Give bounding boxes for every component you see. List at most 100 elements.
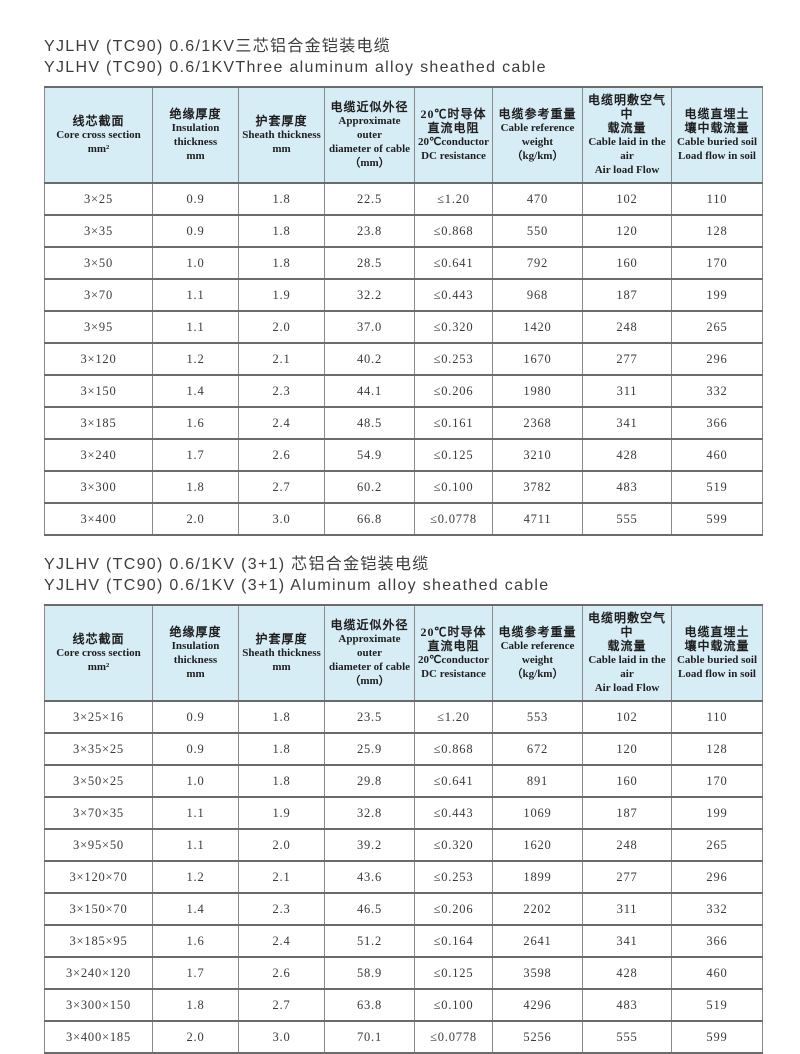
table-cell: 0.9 [152,182,239,216]
table-cell: 1.2 [152,342,239,376]
table-cell: ≤0.868 [414,214,493,248]
table-cell: 3×95 [44,310,153,344]
column-header-line: 电缆明敷空气中 [587,611,666,639]
column-header-line: 线芯截面 [72,114,125,128]
table-cell: 128 [671,214,763,248]
spec-table-1-header: 线芯截面 Core cross section mm² 绝缘厚度 Insulation t… [44,86,763,184]
table-cell: 1.8 [238,700,325,734]
table-row: 3×400 2.0 3.0 66.8 ≤0.0778 4711 555 599 [44,502,763,536]
table-cell: 460 [671,438,763,472]
table-cell: 60.2 [324,470,415,504]
table-cell: 70.1 [324,1020,415,1054]
column-header-sheath-thickness: 护套厚度 Sheath thickness mm [238,86,325,184]
table-row: 3×25×16 0.9 1.8 23.5 ≤1.20 553 102 110 [44,700,763,734]
column-header-line: 线芯截面 [72,632,125,646]
column-header-core-cross-section: 线芯截面 Core cross section mm² [44,604,153,702]
table1-title-block: YJLHV (TC90) 0.6/1KV三芯铝合金铠装电缆 YJLHV (TC9… [44,36,762,78]
table-cell: ≤0.868 [414,732,493,766]
table-cell: 1899 [492,860,583,894]
table-cell: 3×185 [44,406,153,440]
table-row: 3×25 0.9 1.8 22.5 ≤1.20 470 102 110 [44,182,763,216]
column-header-line: weight [521,654,554,666]
table-cell: 37.0 [324,310,415,344]
table-cell: 1.1 [152,796,239,830]
table-cell: 1.0 [152,246,239,280]
table-row: 3×70×35 1.1 1.9 32.8 ≤0.443 1069 187 199 [44,796,763,830]
table-cell: 0.9 [152,732,239,766]
table-cell: 1420 [492,310,583,344]
table-cell: 1.0 [152,764,239,798]
spec-table-2-body: 3×25×16 0.9 1.8 23.5 ≤1.20 553 102 110 3×35×25 0.… [44,700,763,1054]
table-cell: 1.8 [152,988,239,1022]
header-row: 线芯截面 Core cross section mm² 绝缘厚度 Insulation t… [44,604,763,702]
table-cell: 3×120×70 [44,860,153,894]
column-header-line: Insulation [171,640,220,652]
column-header-line: 护套厚度 [255,114,308,128]
column-header-line: weight [521,136,554,148]
table-cell: ≤0.206 [414,374,493,408]
table-cell: 555 [582,1020,672,1054]
table-cell: 483 [582,470,672,504]
column-header-line: thickness [173,654,218,666]
table-cell: ≤1.20 [414,182,493,216]
table-cell: 470 [492,182,583,216]
table-cell: 1.8 [238,182,325,216]
table1-title-zh: YJLHV (TC90) 0.6/1KV三芯铝合金铠装电缆 [44,38,392,55]
table-cell: 58.9 [324,956,415,990]
table-cell: 2.6 [238,956,325,990]
table-row: 3×70 1.1 1.9 32.2 ≤0.443 968 187 199 [44,278,763,312]
table-cell: 2.0 [152,502,239,536]
table-row: 3×300×150 1.8 2.7 63.8 ≤0.100 4296 483 519 [44,988,763,1022]
table-cell: 2368 [492,406,583,440]
table-row: 3×35×25 0.9 1.8 25.9 ≤0.868 672 120 128 [44,732,763,766]
table-cell: 170 [671,246,763,280]
column-header-line: Load flow in soil [678,150,756,162]
column-header-line: （kg/km） [511,668,564,680]
table-cell: 428 [582,956,672,990]
table-cell: 160 [582,246,672,280]
column-header-line: 20℃时导体 [420,625,487,639]
table-cell: 22.5 [324,182,415,216]
table-cell: 3×35×25 [44,732,153,766]
column-header-buried-load-flow: 电缆直埋土 壤中载流量 Cable buried soil Load flow in … [671,604,763,702]
table-cell: 3×300 [44,470,153,504]
table-row: 3×150×70 1.4 2.3 46.5 ≤0.206 2202 311 332 [44,892,763,926]
table-cell: ≤0.641 [414,764,493,798]
spec-table-2: 线芯截面 Core cross section mm² 绝缘厚度 Insulation t… [44,604,763,1054]
table-cell: 2.0 [152,1020,239,1054]
table-cell: 63.8 [324,988,415,1022]
table-row: 3×150 1.4 2.3 44.1 ≤0.206 1980 311 332 [44,374,763,408]
table-cell: 2.0 [238,310,325,344]
column-header-line: 载流量 [607,639,647,653]
column-header-line: Cable reference [500,122,575,134]
table-cell: 2.1 [238,860,325,894]
table-cell: 891 [492,764,583,798]
column-header-line: 20℃conductor [417,136,490,148]
table-cell: ≤0.100 [414,470,493,504]
table-row: 3×120 1.2 2.1 40.2 ≤0.253 1670 277 296 [44,342,763,376]
table-row: 3×120×70 1.2 2.1 43.6 ≤0.253 1899 277 296 [44,860,763,894]
table-cell: 1.9 [238,796,325,830]
column-header-line: Air load Flow [594,164,660,176]
table-cell: 3×240×120 [44,956,153,990]
table-cell: 32.8 [324,796,415,830]
table-cell: 277 [582,860,672,894]
table-cell: 25.9 [324,732,415,766]
table-cell: 120 [582,732,672,766]
column-header-line: 电缆明敷空气中 [587,93,666,121]
column-header-line: Insulation [171,122,220,134]
table-cell: ≤0.320 [414,310,493,344]
table-cell: 968 [492,278,583,312]
table-cell: 0.9 [152,214,239,248]
column-header-air-load-flow: 电缆明敷空气中 载流量 Cable laid in the air Air load … [582,86,672,184]
table-cell: 1.7 [152,438,239,472]
table-cell: ≤0.253 [414,342,493,376]
column-header-line: diameter of cable [328,143,411,155]
column-header-line: Air load Flow [594,682,660,694]
table-cell: 40.2 [324,342,415,376]
table-cell: 366 [671,924,763,958]
column-header-line: Cable buried soil [676,654,758,666]
table-cell: 66.8 [324,502,415,536]
table-cell: 0.9 [152,700,239,734]
column-header-line: （kg/km） [511,150,564,162]
